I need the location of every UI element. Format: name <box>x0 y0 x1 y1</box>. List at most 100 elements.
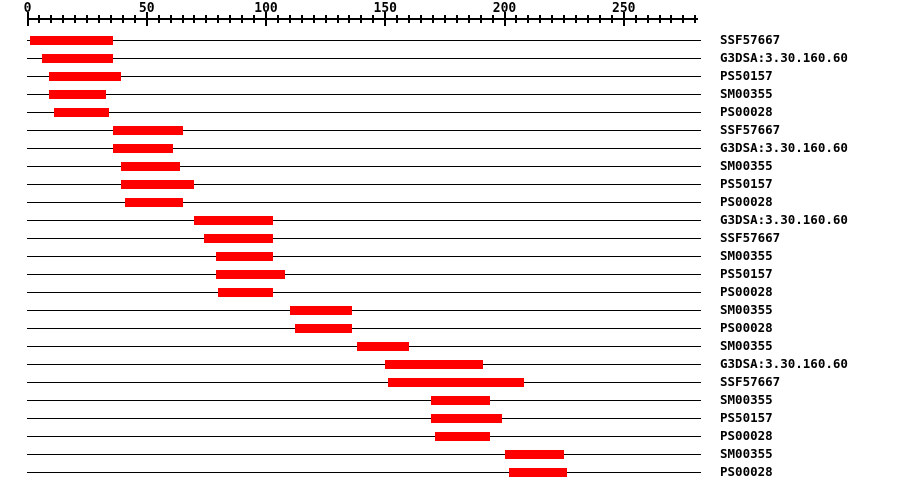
feature-bar <box>430 396 491 405</box>
axis-minor-tick <box>336 15 339 23</box>
signature-id-label: PS00028 <box>720 103 773 119</box>
sequence-line <box>27 328 701 329</box>
signature-id-label: PS00028 <box>720 319 773 335</box>
signature-id-label: SM00355 <box>720 337 773 353</box>
feature-bar <box>48 72 121 81</box>
axis-tick-label: 50 <box>138 1 155 16</box>
feature-bar <box>294 324 352 333</box>
feature-bar <box>194 216 274 225</box>
axis-minor-tick <box>682 15 685 23</box>
feature-bar <box>215 252 274 261</box>
axis-minor-tick <box>610 15 613 23</box>
axis-major-tick <box>26 12 29 26</box>
axis-minor-tick <box>229 15 232 23</box>
axis-minor-tick <box>205 15 208 23</box>
feature-bar <box>203 234 274 243</box>
sequence-line <box>27 238 701 239</box>
signature-id-label: SSF57667 <box>720 121 781 137</box>
signature-id-label: G3DSA:3.30.160.60 <box>720 211 848 227</box>
axis-minor-tick <box>312 15 315 23</box>
feature-bar <box>41 54 114 63</box>
axis-minor-tick <box>563 15 566 23</box>
axis-major-tick <box>145 12 148 26</box>
axis-minor-tick <box>455 15 458 23</box>
feature-bar <box>435 432 491 441</box>
sequence-line <box>27 94 701 95</box>
axis-minor-tick <box>420 15 423 23</box>
feature-bar <box>215 270 286 279</box>
axis-minor-tick <box>121 15 124 23</box>
axis-minor-tick <box>467 15 470 23</box>
axis-minor-tick <box>634 15 637 23</box>
signature-id-label: SM00355 <box>720 85 773 101</box>
axis-major-tick <box>503 12 506 26</box>
sequence-line <box>27 256 701 257</box>
axis-minor-tick <box>670 15 673 23</box>
sequence-line <box>27 310 701 311</box>
axis-minor-tick <box>169 15 172 23</box>
signature-id-label: PS50157 <box>720 175 773 191</box>
axis-minor-tick <box>598 15 601 23</box>
sequence-line <box>27 436 701 437</box>
axis-minor-tick <box>527 15 530 23</box>
axis-minor-tick <box>658 15 661 23</box>
sequence-line <box>27 76 701 77</box>
axis-tick-label: 200 <box>492 1 517 16</box>
axis-tick-label: 100 <box>254 1 278 16</box>
axis-minor-tick <box>539 15 542 23</box>
axis-minor-tick <box>443 15 446 23</box>
sequence-line <box>27 166 701 167</box>
axis-minor-tick <box>253 15 256 23</box>
signature-id-label: PS00028 <box>720 283 773 299</box>
axis-minor-tick <box>62 15 65 23</box>
axis-minor-tick <box>217 15 220 23</box>
signature-id-label: SM00355 <box>720 445 773 461</box>
axis-minor-tick <box>300 15 303 23</box>
axis-major-tick <box>622 12 625 26</box>
feature-bar <box>53 108 109 117</box>
signature-id-label: SSF57667 <box>720 373 781 389</box>
signature-id-label: PS50157 <box>720 67 773 83</box>
axis-minor-tick <box>86 15 89 23</box>
sequence-line <box>27 382 701 383</box>
axis-minor-tick <box>276 15 279 23</box>
feature-bar <box>385 360 484 369</box>
axis-minor-tick <box>50 15 53 23</box>
signature-id-label: PS00028 <box>720 463 773 479</box>
axis-minor-tick <box>491 15 494 23</box>
axis-minor-tick <box>288 15 291 23</box>
feature-bar <box>509 468 567 477</box>
sequence-line <box>27 400 701 401</box>
axis-minor-tick <box>586 15 589 23</box>
axis-tick-label: 250 <box>612 1 636 16</box>
feature-bar <box>504 450 565 459</box>
axis-major-tick <box>384 12 387 26</box>
signature-id-label: PS00028 <box>720 193 773 209</box>
sequence-line <box>27 58 701 59</box>
axis-minor-tick <box>109 15 112 23</box>
feature-bar <box>48 90 107 99</box>
signature-id-label: G3DSA:3.30.160.60 <box>720 355 848 371</box>
axis-minor-tick <box>431 15 434 23</box>
axis-minor-tick <box>646 15 649 23</box>
sequence-line <box>27 202 701 203</box>
axis-minor-tick <box>38 15 41 23</box>
axis-minor-tick <box>551 15 554 23</box>
axis-minor-tick <box>372 15 375 23</box>
sequence-line <box>27 274 701 275</box>
feature-bar <box>113 126 183 135</box>
axis-minor-tick <box>515 15 518 23</box>
axis-minor-tick <box>324 15 327 23</box>
sequence-line <box>27 130 701 131</box>
signature-id-label: SM00355 <box>720 301 773 317</box>
feature-bar <box>430 414 503 423</box>
signature-id-label: G3DSA:3.30.160.60 <box>720 139 848 155</box>
feature-bar <box>113 144 173 153</box>
feature-bar <box>29 36 114 45</box>
axis-minor-tick <box>193 15 196 23</box>
feature-bar <box>120 180 195 189</box>
sequence-line <box>27 364 701 365</box>
axis-minor-tick <box>575 15 578 23</box>
feature-bar <box>387 378 524 387</box>
signature-id-label: SM00355 <box>720 247 773 263</box>
